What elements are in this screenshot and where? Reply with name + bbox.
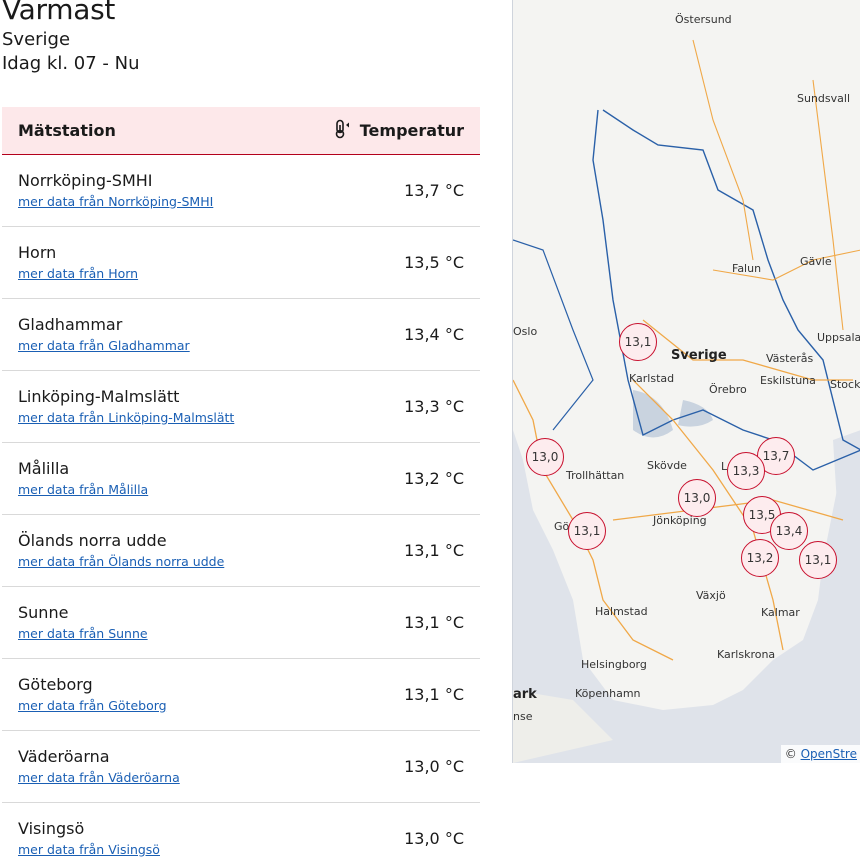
temperature-value: 13,3 °C [404,397,464,416]
station-name: Sunne [18,602,69,622]
station-name: Linköping-Malmslätt [18,386,180,406]
openstreetmap-link[interactable]: OpenStre [800,747,857,761]
station-cell: Horn mer data från Horn [18,242,138,284]
table-row: Visingsö mer data från Visingsö 13,0 °C [2,803,480,860]
temperature-value: 13,2 °C [404,469,464,488]
station-cell: Linköping-Malmslätt mer data från Linköpi… [18,386,234,428]
table-row: Målilla mer data från Målilla 13,2 °C [2,443,480,515]
table-row: Linköping-Malmslätt mer data från Linköpi… [2,371,480,443]
map-attribution: © OpenStre [780,745,860,763]
page-title: Varmast [2,0,116,26]
map-place-label: Halmstad [595,605,648,618]
thermometer-icon [332,119,352,143]
station-more-data-link[interactable]: mer data från Norrköping-SMHI [18,193,214,209]
temperature-value: 13,0 °C [404,757,464,776]
map-station-marker[interactable]: 13,2 [741,539,779,577]
column-header-temperature[interactable]: Temperatur [332,119,464,143]
station-more-data-link[interactable]: mer data från Göteborg [18,697,167,713]
map-place-label: Östersund [675,13,732,26]
station-name: Göteborg [18,674,93,694]
temperature-value: 13,7 °C [404,181,464,200]
map-place-label: Växjö [696,589,726,602]
map-station-marker[interactable]: 13,0 [678,479,716,517]
map-place-label: Falun [732,262,762,275]
station-name: Norrköping-SMHI [18,170,153,190]
map-place-label: Kalmar [761,606,800,619]
table-row: Gladhammar mer data från Gladhammar 13,4 °… [2,299,480,371]
period-label: Idag kl. 07 - Nu [2,53,140,74]
station-more-data-link[interactable]: mer data från Ölands norra udde [18,553,225,569]
table-row: Väderöarna mer data från Väderöarna 13,0 °… [2,731,480,803]
temperature-value: 13,4 °C [404,325,464,344]
column-header-station[interactable]: Mätstation [18,121,116,140]
map-place-label: Gö [554,520,570,533]
map-place-label: Uppsala [817,331,860,344]
station-name: Gladhammar [18,314,123,334]
region-label: Sverige [2,29,71,50]
temperature-value: 13,1 °C [404,541,464,560]
map-place-label: Eskilstuna [760,374,816,387]
map-place-label: Örebro [709,383,747,396]
station-cell: Visingsö mer data från Visingsö [18,818,160,860]
table-row: Horn mer data från Horn 13,5 °C [2,227,480,299]
station-name: Väderöarna [18,746,110,766]
map-place-label: Stockh [830,378,860,391]
map-station-marker[interactable]: 13,1 [619,323,657,361]
map-place-label: Västerås [766,352,814,365]
map-place-label: Köpenhamn [575,687,641,700]
map-place-label: nse [513,710,533,723]
station-more-data-link[interactable]: mer data från Väderöarna [18,769,180,785]
map-place-label: Skövde [647,459,687,472]
station-cell: Väderöarna mer data från Väderöarna [18,746,180,788]
map-place-label: Jönköping [653,514,707,527]
station-name: Visingsö [18,818,85,838]
warmest-table: Mätstation Temperatur Norrköping-SMHI mer… [2,107,480,860]
map-place-label: Trollhättan [566,469,625,482]
station-name: Horn [18,242,57,262]
page-header: Varmast Sverige Idag kl. 07 - Nu [2,0,140,76]
column-header-temperature-label: Temperatur [359,121,464,140]
station-name: Målilla [18,458,70,478]
map-place-label: Karlstad [629,372,675,385]
map-place-label: Sverige [671,348,727,363]
table-row: Sunne mer data från Sunne 13,1 °C [2,587,480,659]
table-row: Norrköping-SMHI mer data från Norrköping-… [2,155,480,227]
station-more-data-link[interactable]: mer data från Linköping-Malmslätt [18,409,235,425]
map-station-marker[interactable]: 13,1 [799,541,837,579]
station-name: Ölands norra udde [18,530,167,550]
station-cell: Gladhammar mer data från Gladhammar [18,314,190,356]
map-station-marker[interactable]: 13,4 [770,512,808,550]
station-more-data-link[interactable]: mer data från Sunne [18,625,148,641]
station-cell: Ölands norra udde mer data från Ölands no… [18,530,224,572]
map-place-label: Helsingborg [581,658,647,671]
temperature-value: 13,1 °C [404,613,464,632]
map-view[interactable]: Östersund Sundsvall Falun Gävle Oslo Sverige U… [512,0,860,763]
temperature-value: 13,0 °C [404,829,464,848]
station-cell: Målilla mer data från Målilla [18,458,148,500]
table-row: Göteborg mer data från Göteborg 13,1 °C [2,659,480,731]
map-place-label: Gävle [800,255,832,268]
station-more-data-link[interactable]: mer data från Visingsö [18,841,160,857]
temperature-value: 13,1 °C [404,685,464,704]
map-place-label: Karlskrona [717,648,776,661]
map-station-marker[interactable]: 13,1 [568,512,606,550]
map-place-label: ark [513,687,537,702]
station-more-data-link[interactable]: mer data från Horn [18,265,139,281]
map-station-marker[interactable]: 13,0 [526,438,564,476]
map-station-marker[interactable]: 13,3 [727,452,765,490]
map-place-label: Sundsvall [797,92,851,105]
map-place-label: L [721,460,728,473]
station-cell: Göteborg mer data från Göteborg [18,674,167,716]
map-place-label: Oslo [513,325,538,338]
table-row: Ölands norra udde mer data från Ölands no… [2,515,480,587]
station-more-data-link[interactable]: mer data från Gladhammar [18,337,190,353]
station-cell: Norrköping-SMHI mer data från Norrköping-… [18,170,213,212]
station-more-data-link[interactable]: mer data från Målilla [18,481,149,497]
table-header: Mätstation Temperatur [2,107,480,155]
temperature-value: 13,5 °C [404,253,464,272]
station-cell: Sunne mer data från Sunne [18,602,148,644]
